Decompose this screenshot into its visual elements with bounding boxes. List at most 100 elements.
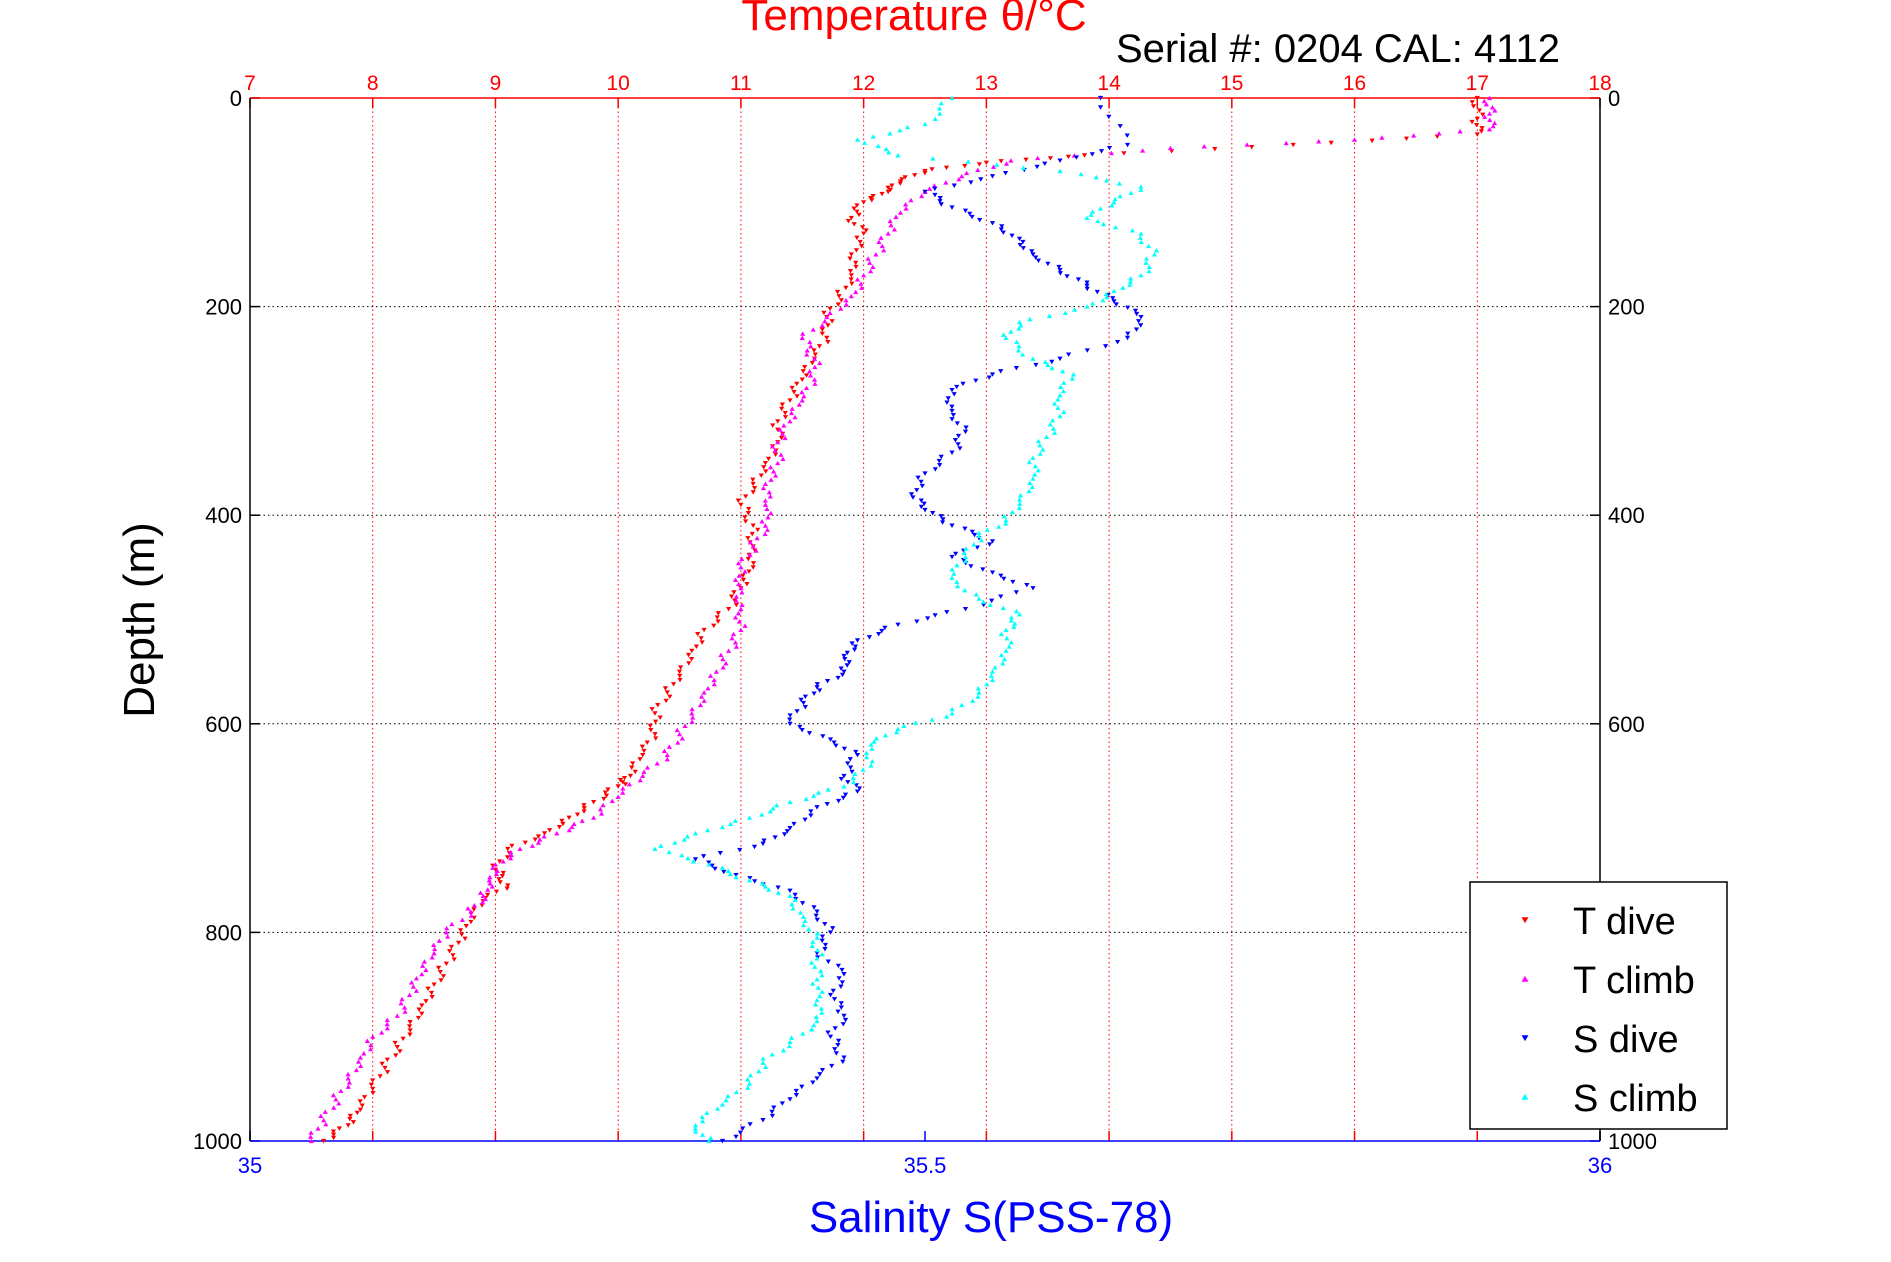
data-point [1033, 362, 1039, 368]
data-point [943, 165, 950, 171]
data-point [653, 736, 659, 741]
data-point [887, 218, 893, 224]
data-point [714, 615, 720, 620]
data-point [1090, 301, 1096, 306]
data-point [818, 1006, 824, 1011]
depth-tick-label-left: 600 [205, 712, 242, 737]
data-point [1109, 203, 1115, 208]
data-point [962, 606, 969, 612]
data-point [445, 934, 451, 939]
data-point [581, 809, 587, 814]
data-point [1249, 144, 1255, 150]
data-point [787, 799, 793, 805]
data-point [1110, 296, 1116, 301]
data-point [950, 412, 956, 418]
data-point [1011, 624, 1017, 629]
data-point [421, 959, 428, 964]
data-point [853, 289, 859, 295]
data-point [816, 344, 823, 349]
data-point [1016, 326, 1022, 331]
data-point [497, 880, 503, 885]
data-point [1124, 133, 1130, 138]
data-point [1145, 243, 1152, 249]
data-point [746, 815, 753, 820]
data-point [787, 1097, 793, 1102]
data-point [1032, 463, 1038, 469]
data-point [719, 1102, 726, 1107]
data-point [813, 1014, 819, 1019]
data-point [922, 189, 928, 195]
legend-box [1469, 881, 1728, 1130]
data-point [1065, 154, 1072, 160]
data-point [975, 167, 981, 173]
data-point [847, 256, 853, 261]
data-point [330, 1135, 337, 1141]
data-point [1020, 165, 1026, 170]
data-point [370, 1034, 376, 1039]
data-point [873, 736, 880, 741]
data-point [670, 682, 677, 687]
data-point [779, 406, 785, 412]
data-point [415, 1015, 422, 1021]
data-point [468, 913, 474, 918]
data-point [637, 777, 643, 783]
data-point [1100, 221, 1107, 227]
data-point [811, 793, 817, 798]
data-point [1073, 155, 1080, 160]
data-point [1146, 264, 1152, 270]
data-point [655, 702, 661, 708]
data-point [601, 796, 607, 802]
data-point [840, 1022, 846, 1027]
data-point [839, 672, 846, 678]
data-point [949, 711, 955, 716]
data-point [410, 984, 416, 989]
data-point [822, 921, 828, 927]
data-point [726, 648, 732, 653]
data-point [1049, 417, 1056, 423]
data-point [949, 567, 955, 572]
data-point [841, 1013, 847, 1019]
data-point [770, 469, 777, 474]
data-point [308, 1130, 314, 1135]
data-point [408, 980, 415, 985]
data-point [394, 1013, 400, 1018]
data-point [1016, 319, 1023, 325]
data-point [760, 1118, 766, 1123]
data-point [1117, 124, 1123, 129]
data-point [333, 1096, 339, 1102]
data-point [978, 537, 984, 543]
data-point [838, 984, 844, 989]
depth-tick-label-right: 600 [1608, 712, 1645, 737]
data-point [1474, 116, 1480, 122]
data-point [338, 1088, 344, 1094]
data-point [711, 677, 717, 683]
data-point [956, 177, 962, 182]
data-point [861, 272, 867, 278]
data-point [379, 1061, 385, 1067]
data-point [764, 506, 770, 512]
data-point [998, 369, 1004, 374]
data-point [792, 897, 798, 903]
data-point [1058, 384, 1064, 389]
data-point [652, 719, 659, 725]
data-point [962, 526, 968, 532]
data-point [1057, 268, 1063, 273]
data-point [690, 715, 696, 720]
data-point [321, 1117, 327, 1123]
data-point [949, 523, 955, 528]
data-point [881, 247, 887, 253]
data-point [682, 723, 688, 728]
data-point [989, 372, 996, 377]
data-point [819, 972, 825, 978]
data-point [1003, 518, 1009, 523]
data-point [863, 750, 870, 756]
data-point [1084, 283, 1090, 289]
data-point [697, 702, 704, 708]
data-point [745, 556, 751, 562]
data-point [955, 583, 961, 589]
data-point [951, 183, 957, 188]
data-point [1042, 359, 1049, 364]
data-point [800, 1031, 806, 1036]
data-point [1089, 152, 1095, 157]
data-point [869, 746, 875, 751]
